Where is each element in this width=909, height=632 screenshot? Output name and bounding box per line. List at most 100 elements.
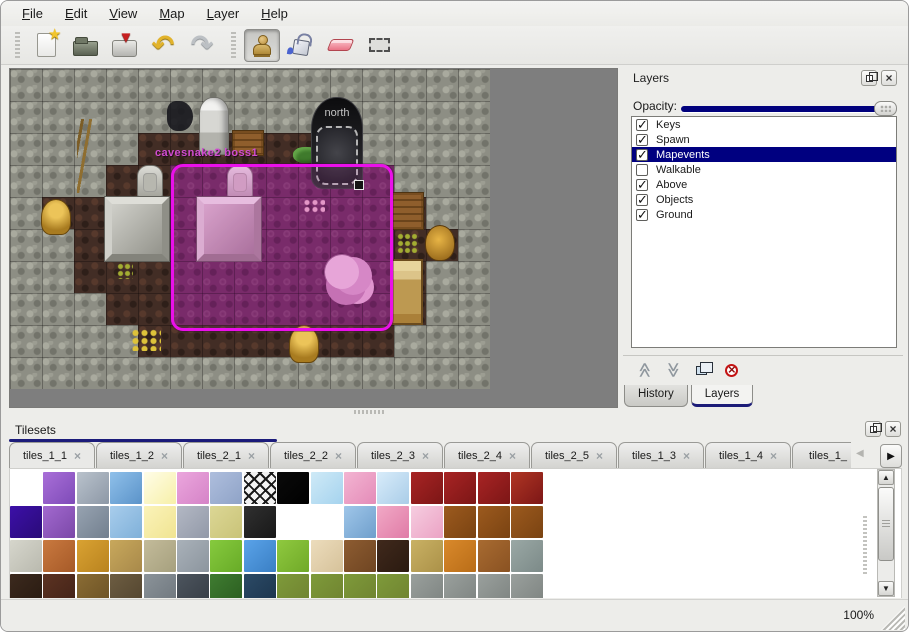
- palette-tile[interactable]: [444, 506, 477, 538]
- menu-file[interactable]: File: [22, 6, 43, 21]
- palette-tile[interactable]: [143, 540, 176, 572]
- tileset-tab-tiles_1_1[interactable]: tiles_1_1 ×: [9, 442, 95, 468]
- palette-tile[interactable]: [344, 506, 376, 538]
- palette-tile[interactable]: [477, 506, 510, 538]
- dock-resize-grip[interactable]: [863, 516, 867, 574]
- palette-tile[interactable]: [310, 574, 343, 598]
- palette-tile[interactable]: [177, 506, 209, 538]
- scrollbar-thumb[interactable]: [878, 487, 894, 561]
- palette-tile[interactable]: [210, 506, 243, 538]
- tilesets-dock-close-button[interactable]: ×: [885, 421, 901, 437]
- layer-visibility-checkbox[interactable]: [636, 117, 648, 133]
- scroll-down-button[interactable]: ▼: [878, 581, 894, 596]
- palette-tile[interactable]: [344, 540, 376, 572]
- layer-row-objects[interactable]: Objects: [632, 192, 896, 208]
- tab-close-icon[interactable]: ×: [683, 448, 691, 463]
- palette-tile[interactable]: [511, 472, 543, 504]
- menu-view[interactable]: View: [109, 6, 138, 21]
- opacity-slider[interactable]: [681, 101, 897, 117]
- menu-help[interactable]: Help: [261, 6, 288, 21]
- tileset-tab-tiles_2_4[interactable]: tiles_2_4 ×: [444, 442, 530, 468]
- palette-tile[interactable]: [477, 540, 510, 572]
- tileset-tab-tiles_2_1[interactable]: tiles_2_1 ×: [183, 442, 269, 468]
- palette-tile[interactable]: [110, 472, 143, 504]
- palette-tile[interactable]: [377, 574, 410, 598]
- new-file-button[interactable]: [28, 25, 64, 62]
- stamp-tool-button[interactable]: [244, 28, 280, 62]
- layer-visibility-checkbox[interactable]: [636, 192, 648, 208]
- palette-tile[interactable]: [410, 574, 443, 598]
- palette-tile[interactable]: [511, 540, 543, 572]
- palette-tile[interactable]: [477, 574, 510, 598]
- palette-tile[interactable]: [143, 574, 176, 598]
- palette-tile[interactable]: [110, 506, 143, 538]
- menu-layer[interactable]: Layer: [206, 6, 240, 21]
- save-file-button[interactable]: [106, 29, 142, 62]
- palette-tile[interactable]: [210, 574, 243, 598]
- palette-tile[interactable]: [444, 574, 477, 598]
- opacity-slider-handle[interactable]: [874, 101, 897, 116]
- palette-tile[interactable]: [410, 506, 443, 538]
- palette-tile[interactable]: [410, 472, 443, 504]
- palette-tile[interactable]: [10, 506, 42, 538]
- tileset-tab-tiles_2_2[interactable]: tiles_2_2 ×: [270, 442, 356, 468]
- layer-visibility-checkbox[interactable]: [636, 132, 648, 148]
- map-selection-rect[interactable]: [171, 164, 393, 331]
- palette-tile[interactable]: [76, 506, 109, 538]
- layers-dock-float-button[interactable]: [861, 70, 878, 86]
- tileset-palette[interactable]: [9, 468, 902, 598]
- dock-tab-history[interactable]: History: [624, 385, 688, 407]
- palette-tile[interactable]: [210, 472, 243, 504]
- layer-move-up-button[interactable]: ≪: [633, 359, 657, 381]
- palette-tile[interactable]: [511, 574, 543, 598]
- palette-tile[interactable]: [277, 472, 310, 504]
- palette-tile[interactable]: [177, 472, 209, 504]
- palette-tile[interactable]: [143, 506, 176, 538]
- tilesets-dock-float-button[interactable]: [865, 421, 882, 437]
- palette-tile[interactable]: [344, 574, 376, 598]
- tileset-scrollbar[interactable]: ▲ ▼: [877, 469, 895, 597]
- palette-tile[interactable]: [243, 506, 276, 538]
- palette-tile[interactable]: [177, 540, 209, 572]
- splitter-grip[interactable]: [354, 410, 386, 414]
- palette-tile[interactable]: [43, 506, 76, 538]
- eraser-tool-button[interactable]: [322, 29, 358, 62]
- palette-tile[interactable]: [243, 540, 276, 572]
- palette-tile[interactable]: [444, 540, 477, 572]
- fill-tool-button[interactable]: [283, 29, 319, 62]
- undo-button[interactable]: [145, 29, 181, 62]
- palette-tile[interactable]: [110, 540, 143, 572]
- palette-tile[interactable]: [43, 472, 76, 504]
- palette-tile[interactable]: [210, 540, 243, 572]
- tab-close-icon[interactable]: ×: [74, 448, 82, 463]
- layer-visibility-checkbox[interactable]: [636, 163, 648, 176]
- palette-tile[interactable]: [277, 574, 310, 598]
- tab-close-icon[interactable]: ×: [596, 448, 604, 463]
- layer-visibility-checkbox[interactable]: [636, 177, 648, 193]
- tileset-tab-tiles_1_2[interactable]: tiles_1_2 ×: [96, 442, 182, 468]
- tab-scroll-left-icon[interactable]: ◀: [856, 448, 864, 459]
- palette-tile[interactable]: [477, 472, 510, 504]
- redo-button[interactable]: [184, 29, 220, 62]
- palette-tile[interactable]: [243, 574, 276, 598]
- palette-tile[interactable]: [110, 574, 143, 598]
- palette-tile[interactable]: [43, 574, 76, 598]
- layer-row-keys[interactable]: Keys: [632, 117, 896, 133]
- layer-move-down-button[interactable]: ≪: [661, 359, 685, 381]
- menu-edit[interactable]: Edit: [64, 6, 88, 21]
- layer-visibility-checkbox[interactable]: [636, 147, 648, 163]
- tab-close-icon[interactable]: ×: [509, 448, 517, 463]
- palette-tile[interactable]: [310, 472, 343, 504]
- scroll-up-button[interactable]: ▲: [878, 470, 894, 485]
- select-tool-button[interactable]: [361, 29, 397, 62]
- palette-tile[interactable]: [76, 574, 109, 598]
- palette-tile[interactable]: [410, 540, 443, 572]
- map-canvas[interactable]: north cavesnake2 boss1: [10, 69, 490, 389]
- tab-close-icon[interactable]: ×: [770, 448, 778, 463]
- tab-scroll-right-button[interactable]: ▶: [880, 444, 902, 468]
- open-file-button[interactable]: [67, 29, 103, 62]
- palette-tile[interactable]: [10, 574, 42, 598]
- palette-tile[interactable]: [344, 472, 376, 504]
- layers-dock-close-button[interactable]: ×: [881, 70, 897, 86]
- layer-row-mapevents[interactable]: Mapevents: [632, 147, 896, 163]
